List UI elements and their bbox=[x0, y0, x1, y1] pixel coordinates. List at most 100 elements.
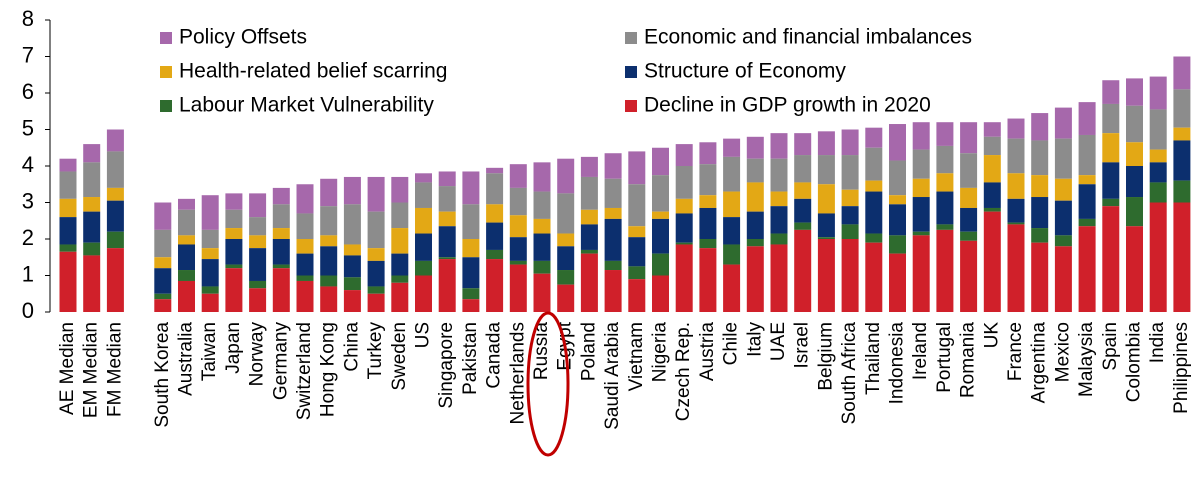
bar-segment bbox=[178, 244, 195, 271]
x-tick-label: Turkey bbox=[365, 322, 386, 380]
bar-segment bbox=[201, 286, 219, 294]
bar-segment bbox=[1078, 218, 1096, 227]
bar-segment bbox=[983, 207, 1001, 212]
x-tick-label: EM Median bbox=[81, 322, 102, 418]
bar-segment bbox=[106, 129, 124, 152]
bar-segment bbox=[225, 239, 243, 265]
bar-segment bbox=[557, 233, 575, 247]
x-tick-label: Canada bbox=[484, 322, 505, 389]
bar-segment bbox=[225, 228, 243, 239]
bar-segment bbox=[367, 286, 385, 294]
bar-segment bbox=[178, 209, 195, 236]
bar-segment bbox=[249, 248, 267, 281]
bar-segment bbox=[154, 293, 172, 300]
bar-segment bbox=[106, 187, 124, 201]
bar-segment bbox=[794, 133, 812, 156]
bar-segment bbox=[367, 248, 385, 261]
bar-segment bbox=[675, 166, 693, 199]
bar-segment bbox=[723, 156, 741, 192]
bar-segment bbox=[1007, 222, 1025, 225]
bar-segment bbox=[154, 257, 172, 269]
bar-segment bbox=[580, 249, 598, 254]
bar-segment bbox=[83, 144, 101, 163]
bar-segment bbox=[1078, 134, 1096, 176]
bar-segment bbox=[699, 142, 717, 165]
legend-label: Health-related belief scarring bbox=[179, 60, 447, 83]
bar-segment bbox=[154, 268, 172, 294]
bar-segment bbox=[1102, 103, 1120, 134]
bar-segment bbox=[1126, 166, 1143, 198]
bar-segment bbox=[841, 129, 859, 156]
bar-segment bbox=[557, 246, 575, 271]
bar-segment bbox=[817, 131, 835, 156]
bar-segment bbox=[272, 239, 290, 265]
bar-segment bbox=[1054, 200, 1072, 236]
bar-segment bbox=[912, 149, 930, 179]
bar-segment bbox=[462, 171, 480, 205]
bar-segment bbox=[486, 222, 504, 250]
bar-segment bbox=[794, 229, 812, 312]
bar-segment bbox=[746, 211, 764, 239]
bar-segment bbox=[1149, 109, 1167, 150]
bar-segment bbox=[580, 156, 598, 177]
bar-segment bbox=[746, 182, 764, 212]
bar-segment bbox=[936, 173, 954, 192]
x-tick-label: Sweden bbox=[389, 322, 410, 391]
bar-segment bbox=[628, 184, 646, 227]
bar-segment bbox=[723, 217, 741, 245]
x-tick-label: AE Median bbox=[57, 322, 78, 415]
bar-segment bbox=[841, 224, 859, 239]
bar-segment bbox=[438, 211, 456, 227]
bar-segment bbox=[438, 257, 456, 260]
bar-segment bbox=[817, 184, 835, 214]
bar-segment bbox=[604, 270, 622, 312]
bar-segment bbox=[367, 176, 385, 212]
bar-segment bbox=[889, 160, 906, 196]
y-tick-label: 6 bbox=[22, 79, 34, 104]
bar-segment bbox=[817, 213, 835, 238]
bar-segment bbox=[983, 122, 1001, 137]
bar-segment bbox=[391, 275, 409, 283]
bar-segment bbox=[533, 162, 551, 192]
bar-segment bbox=[652, 175, 669, 212]
bar-segment bbox=[699, 207, 717, 239]
bar-segment bbox=[1031, 242, 1049, 312]
bar-segment bbox=[225, 268, 243, 312]
bar-segment bbox=[889, 204, 906, 236]
bar-segment bbox=[1126, 105, 1143, 143]
bar-segment bbox=[889, 235, 906, 254]
bar-segment bbox=[225, 193, 243, 210]
bar-segment bbox=[746, 239, 764, 247]
x-tick-label: India bbox=[1147, 322, 1168, 364]
bar-segment bbox=[841, 239, 859, 312]
x-tick-label: Switzerland bbox=[294, 322, 315, 420]
x-tick-label: Philippines bbox=[1171, 322, 1192, 414]
bar-segment bbox=[509, 264, 527, 312]
bar-segment bbox=[865, 242, 883, 312]
bar-segment bbox=[438, 171, 456, 187]
bar-segment bbox=[794, 222, 812, 230]
bar-segment bbox=[652, 147, 669, 176]
bar-segment bbox=[1102, 162, 1120, 199]
x-tick-label: Romania bbox=[958, 322, 979, 398]
y-tick-label: 2 bbox=[22, 225, 34, 250]
bar-segment bbox=[1054, 246, 1072, 312]
legend-swatch bbox=[160, 32, 172, 44]
bar-segment bbox=[1149, 182, 1167, 203]
bar-segment bbox=[675, 242, 693, 245]
bar-segment bbox=[770, 233, 788, 245]
bar-segment bbox=[770, 206, 788, 234]
bar-segment bbox=[509, 237, 527, 261]
bar-segment bbox=[936, 224, 954, 230]
bar-segment bbox=[699, 164, 717, 196]
x-tick-label: Poland bbox=[578, 322, 599, 381]
bar-segment bbox=[675, 213, 693, 243]
bar-segment bbox=[983, 211, 1001, 312]
legend-label: Decline in GDP growth in 2020 bbox=[644, 94, 931, 117]
bar-segment bbox=[746, 246, 764, 312]
bar-segment bbox=[533, 273, 551, 312]
bar-segment bbox=[462, 239, 480, 258]
bar-segment bbox=[367, 260, 385, 287]
legend-label: Structure of Economy bbox=[644, 60, 846, 83]
bar-segment bbox=[1102, 206, 1120, 312]
